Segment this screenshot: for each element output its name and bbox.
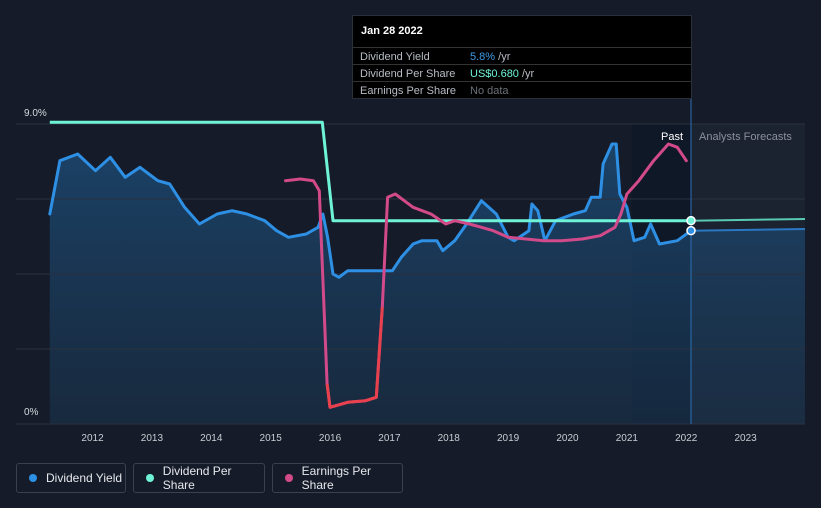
legend-dividend-per-share[interactable]: Dividend Per Share: [133, 463, 265, 493]
past-label: Past: [661, 131, 683, 143]
y-tick-label: 0%: [24, 407, 39, 418]
dividend-yield-area: [49, 144, 805, 424]
legend-earnings-per-share[interactable]: Earnings Per Share: [272, 463, 403, 493]
legend-dot: [29, 474, 37, 482]
x-tick-label: 2023: [735, 433, 758, 444]
legend-dot: [146, 474, 154, 482]
legend-dot: [285, 474, 293, 482]
x-tick-label: 2017: [378, 433, 401, 444]
x-tick-label: 2022: [675, 433, 698, 444]
x-tick-label: 2012: [81, 433, 104, 444]
tooltip-label: Dividend Yield: [360, 51, 430, 63]
tooltip-label: Dividend Per Share: [360, 68, 456, 80]
legend-label: Earnings Per Share: [301, 464, 372, 492]
y-tick-label: 9.0%: [24, 108, 47, 119]
legend-label: Dividend Per Share: [162, 464, 232, 492]
tooltip-date: Jan 28 2022: [361, 25, 423, 37]
dividend-chart: 9.0% 0% 2012 2013 2014 2015 2016 2017 2018 2019 20…: [16, 99, 806, 444]
tooltip-label: Earnings Per Share: [360, 85, 456, 97]
x-tick-label: 2021: [616, 433, 639, 444]
tooltip-value: No data: [470, 85, 509, 97]
chart-tooltip: Jan 28 2022 Dividend Yield 5.8% /yr Divi…: [352, 15, 692, 99]
x-tick-label: 2019: [497, 433, 520, 444]
dividend-per-share-forecast-line: [690, 218, 806, 222]
dividend-yield-marker: [686, 225, 696, 236]
x-tick-label: 2018: [438, 433, 461, 444]
dividend-yield-forecast-line: [690, 228, 806, 232]
legend-dividend-yield[interactable]: Dividend Yield: [16, 463, 126, 493]
tooltip-value: US$0.680 /yr: [470, 68, 535, 80]
x-tick-label: 2020: [556, 433, 579, 444]
x-tick-label: 2016: [319, 433, 342, 444]
legend-label: Dividend Yield: [46, 471, 123, 485]
x-tick-label: 2014: [200, 433, 223, 444]
tooltip-value: 5.8% /yr: [470, 51, 511, 63]
x-tick-label: 2015: [260, 433, 283, 444]
tooltip-row-dividend-yield: Dividend Yield 5.8% /yr: [353, 47, 691, 65]
tooltip-row-earnings-per-share: Earnings Per Share No data: [353, 81, 691, 99]
tooltip-row-dividend-per-share: Dividend Per Share US$0.680 /yr: [353, 64, 691, 82]
dividend-yield-line: [48, 142, 693, 279]
dividend-per-share-marker: [686, 215, 696, 226]
x-tick-label: 2013: [141, 433, 164, 444]
forecast-label: Analysts Forecasts: [699, 131, 792, 143]
earnings-per-share-negative-segment: [325, 307, 384, 409]
